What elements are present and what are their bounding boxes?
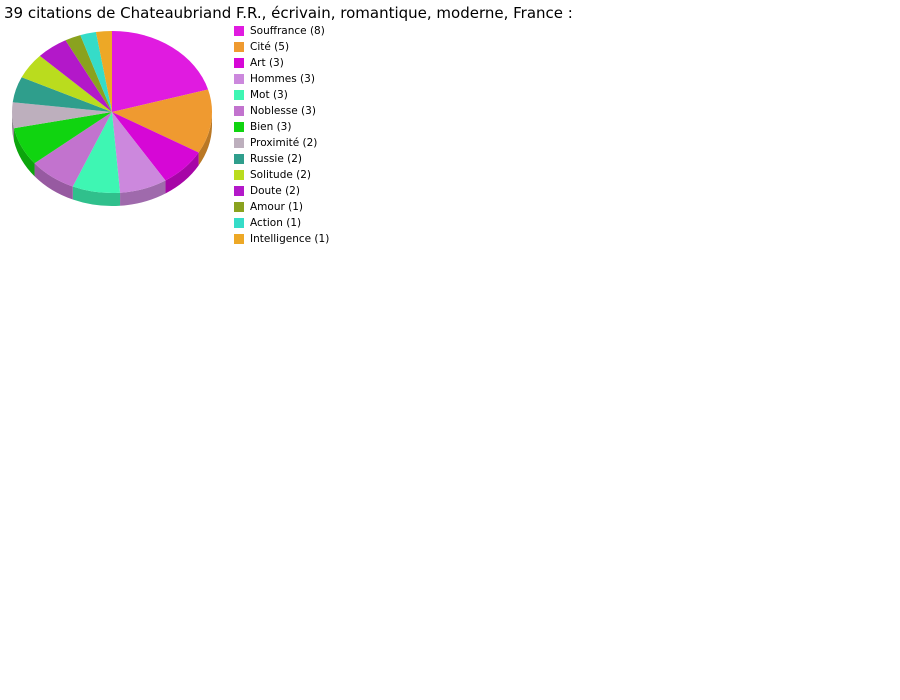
legend-item: Art (3)	[234, 55, 329, 71]
legend-item: Hommes (3)	[234, 71, 329, 87]
pie-slice-Art	[112, 112, 199, 181]
legend-swatch-icon	[234, 138, 244, 148]
legend-item: Proximité (2)	[234, 135, 329, 151]
legend-item: Cité (5)	[234, 39, 329, 55]
pie-slice-side-Cité	[198, 112, 212, 166]
legend-item: Solitude (2)	[234, 167, 329, 183]
legend-label: Mot (3)	[250, 89, 288, 101]
legend-swatch-icon	[234, 234, 244, 244]
pie-slice-Amour	[65, 35, 112, 112]
pie-slice-Bien	[14, 112, 112, 164]
pie-slice-Intelligence	[95, 31, 112, 112]
pie-slice-side-Proximité	[12, 112, 15, 142]
legend-item: Mot (3)	[234, 87, 329, 103]
legend-swatch-icon	[234, 90, 244, 100]
pie-slice-side-Hommes	[120, 180, 166, 206]
pie-slice-side-Noblesse	[34, 163, 73, 200]
legend-label: Intelligence (1)	[250, 233, 330, 245]
legend-label: Bien (3)	[250, 121, 292, 133]
pie-slice-Action	[80, 32, 112, 112]
legend-item: Action (1)	[234, 215, 329, 231]
legend-label: Hommes (3)	[250, 73, 315, 85]
legend-label: Cité (5)	[250, 41, 290, 53]
pie-slice-Cité	[112, 89, 212, 153]
legend-swatch-icon	[234, 74, 244, 84]
pie-slice-Doute	[39, 40, 112, 112]
legend-swatch-icon	[234, 170, 244, 180]
legend-label: Proximité (2)	[250, 137, 318, 149]
legend-swatch-icon	[234, 106, 244, 116]
pie-slice-side-Art	[165, 152, 199, 194]
legend-item: Bien (3)	[234, 119, 329, 135]
legend-swatch-icon	[234, 58, 244, 68]
pie-chart	[12, 31, 212, 207]
legend-label: Art (3)	[250, 57, 284, 69]
legend-item: Noblesse (3)	[234, 103, 329, 119]
legend-swatch-icon	[234, 218, 244, 228]
legend-label: Amour (1)	[250, 201, 304, 213]
legend-label: Action (1)	[250, 217, 302, 229]
pie-slice-Mot	[72, 112, 121, 194]
pie-slice-Hommes	[112, 112, 166, 193]
legend-label: Russie (2)	[250, 153, 303, 165]
pie-slice-Russie	[12, 77, 113, 112]
legend-item: Intelligence (1)	[234, 231, 329, 247]
legend-label: Doute (2)	[250, 185, 300, 197]
legend-item: Amour (1)	[234, 199, 329, 215]
legend-item: Russie (2)	[234, 151, 329, 167]
chart-title: 39 citations de Chateaubriand F.R., écri…	[4, 4, 573, 22]
legend-swatch-icon	[234, 122, 244, 132]
legend-item: Doute (2)	[234, 183, 329, 199]
pie-slice-Noblesse	[34, 112, 112, 187]
pie-slice-Proximité	[12, 102, 113, 129]
pie-slice-side-Mot	[72, 186, 121, 207]
pie-slice-Solitude	[21, 55, 112, 112]
pie-slice-side-Bien	[14, 128, 35, 177]
legend-item: Souffrance (8)	[234, 23, 329, 39]
legend-label: Solitude (2)	[250, 169, 312, 181]
legend: Souffrance (8) Cité (5) Art (3) Hommes (3) M…	[234, 23, 329, 247]
legend-swatch-icon	[234, 26, 244, 36]
legend-swatch-icon	[234, 42, 244, 52]
legend-label: Souffrance (8)	[250, 25, 325, 37]
pie-slice-Souffrance	[112, 31, 209, 112]
legend-swatch-icon	[234, 186, 244, 196]
legend-label: Noblesse (3)	[250, 105, 316, 117]
legend-swatch-icon	[234, 154, 244, 164]
legend-swatch-icon	[234, 202, 244, 212]
